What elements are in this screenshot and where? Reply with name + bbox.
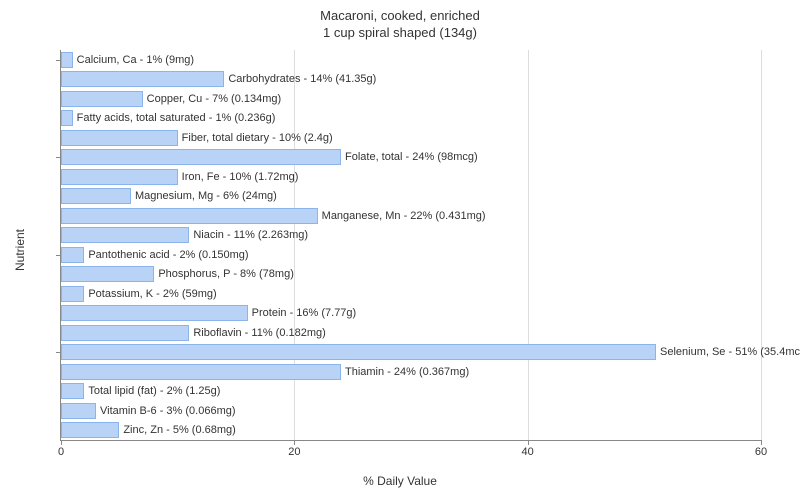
nutrient-chart: Macaroni, cooked, enriched 1 cup spiral … (0, 0, 800, 500)
nutrient-bar (61, 208, 318, 224)
nutrient-bar-label: Phosphorus, P - 8% (78mg) (154, 266, 294, 282)
nutrient-bar (61, 52, 73, 68)
x-tick-mark (761, 440, 762, 445)
nutrient-bar (61, 344, 656, 360)
nutrient-bar (61, 266, 154, 282)
nutrient-bar-label: Iron, Fe - 10% (1.72mg) (178, 169, 299, 185)
x-tick-mark (528, 440, 529, 445)
x-axis-label: % Daily Value (363, 474, 437, 488)
nutrient-bar (61, 247, 84, 263)
nutrient-bar (61, 286, 84, 302)
nutrient-bar (61, 403, 96, 419)
nutrient-bar (61, 169, 178, 185)
nutrient-bar (61, 71, 224, 87)
nutrient-bar-label: Calcium, Ca - 1% (9mg) (73, 52, 194, 68)
nutrient-bar (61, 91, 143, 107)
title-line2: 1 cup spiral shaped (134g) (0, 25, 800, 42)
grid-line (761, 50, 762, 440)
nutrient-bar (61, 227, 189, 243)
y-axis-label: Nutrient (13, 229, 27, 271)
nutrient-bar-label: Zinc, Zn - 5% (0.68mg) (119, 422, 235, 438)
nutrient-bar (61, 422, 119, 438)
nutrient-bar-label: Magnesium, Mg - 6% (24mg) (131, 188, 277, 204)
nutrient-bar-label: Copper, Cu - 7% (0.134mg) (143, 91, 282, 107)
nutrient-bar (61, 325, 189, 341)
x-tick-mark (294, 440, 295, 445)
nutrient-bar-label: Pantothenic acid - 2% (0.150mg) (84, 247, 248, 263)
x-tick-label: 60 (755, 446, 767, 458)
nutrient-bar (61, 305, 248, 321)
nutrient-bar-label: Manganese, Mn - 22% (0.431mg) (318, 208, 486, 224)
nutrient-bar-label: Selenium, Se - 51% (35.4mcg) (656, 344, 800, 360)
nutrient-bar-label: Folate, total - 24% (98mcg) (341, 149, 478, 165)
nutrient-bar (61, 383, 84, 399)
nutrient-bar (61, 130, 178, 146)
x-tick-label: 20 (288, 446, 300, 458)
nutrient-bar-label: Thiamin - 24% (0.367mg) (341, 364, 469, 380)
x-tick-label: 40 (522, 446, 534, 458)
nutrient-bar-label: Carbohydrates - 14% (41.35g) (224, 71, 376, 87)
x-tick-label: 0 (58, 446, 64, 458)
plot-area: 0204060Calcium, Ca - 1% (9mg)Carbohydrat… (60, 50, 761, 441)
nutrient-bar-label: Niacin - 11% (2.263mg) (189, 227, 308, 243)
nutrient-bar (61, 110, 73, 126)
nutrient-bar-label: Riboflavin - 11% (0.182mg) (189, 325, 325, 341)
nutrient-bar (61, 188, 131, 204)
nutrient-bar (61, 364, 341, 380)
grid-line (528, 50, 529, 440)
nutrient-bar-label: Vitamin B-6 - 3% (0.066mg) (96, 403, 236, 419)
nutrient-bar-label: Fatty acids, total saturated - 1% (0.236… (73, 110, 276, 126)
nutrient-bar (61, 149, 341, 165)
chart-title: Macaroni, cooked, enriched 1 cup spiral … (0, 0, 800, 42)
nutrient-bar-label: Fiber, total dietary - 10% (2.4g) (178, 130, 333, 146)
x-tick-mark (61, 440, 62, 445)
grid-line (294, 50, 295, 440)
title-line1: Macaroni, cooked, enriched (0, 8, 800, 25)
nutrient-bar-label: Protein - 16% (7.77g) (248, 305, 357, 321)
nutrient-bar-label: Total lipid (fat) - 2% (1.25g) (84, 383, 220, 399)
nutrient-bar-label: Potassium, K - 2% (59mg) (84, 286, 216, 302)
